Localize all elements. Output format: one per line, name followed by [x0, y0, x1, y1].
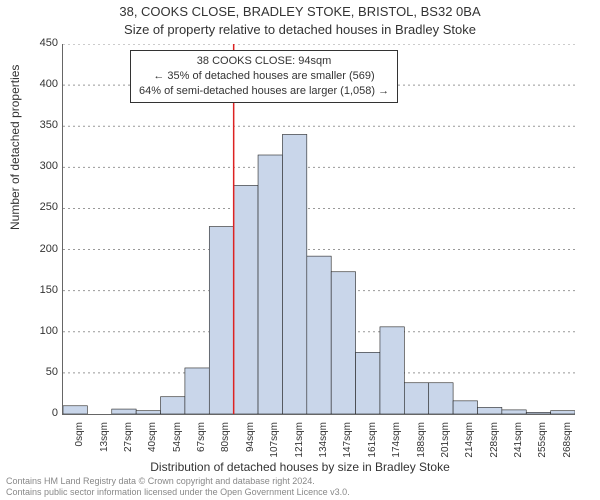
histogram-bar — [331, 272, 355, 414]
annotation-line2: ← 35% of detached houses are smaller (56… — [139, 69, 389, 84]
histogram-bar — [380, 327, 404, 414]
x-tick-label: 147sqm — [342, 422, 353, 462]
x-tick-label: 121sqm — [294, 422, 305, 462]
x-tick-label: 255sqm — [537, 422, 548, 462]
x-tick-label: 134sqm — [318, 422, 329, 462]
x-tick-label: 13sqm — [99, 422, 110, 462]
histogram-bar — [258, 155, 282, 414]
histogram-bar — [234, 185, 258, 414]
x-tick-label: 268sqm — [562, 422, 573, 462]
y-tick-label: 300 — [18, 160, 58, 172]
histogram-bar — [307, 256, 331, 414]
x-tick-label: 67sqm — [196, 422, 207, 462]
x-tick-label: 54sqm — [172, 422, 183, 462]
y-tick-label: 0 — [18, 407, 58, 419]
x-tick-label: 161sqm — [367, 422, 378, 462]
histogram-bar — [551, 411, 575, 414]
x-tick-label: 241sqm — [513, 422, 524, 462]
chart-container: 38, COOKS CLOSE, BRADLEY STOKE, BRISTOL,… — [0, 0, 600, 500]
footer-line2: Contains public sector information licen… — [6, 487, 350, 498]
x-tick-label: 94sqm — [245, 422, 256, 462]
x-tick-label: 27sqm — [123, 422, 134, 462]
footer-credits: Contains HM Land Registry data © Crown c… — [6, 476, 350, 498]
annotation-line3: 64% of semi-detached houses are larger (… — [139, 84, 389, 99]
footer-line1: Contains HM Land Registry data © Crown c… — [6, 476, 350, 487]
x-tick-label: 174sqm — [391, 422, 402, 462]
y-tick-label: 350 — [18, 119, 58, 131]
histogram-bar — [526, 412, 550, 414]
x-tick-label: 40sqm — [147, 422, 158, 462]
chart-title-line2: Size of property relative to detached ho… — [0, 22, 600, 37]
x-tick-label: 214sqm — [464, 422, 475, 462]
annotation-box: 38 COOKS CLOSE: 94sqm ← 35% of detached … — [130, 50, 398, 103]
x-tick-label: 0sqm — [74, 422, 85, 462]
histogram-bar — [404, 383, 428, 414]
histogram-bar — [112, 409, 136, 414]
annotation-line1: 38 COOKS CLOSE: 94sqm — [139, 54, 389, 69]
y-tick-label: 450 — [18, 37, 58, 49]
histogram-bar — [356, 352, 380, 414]
histogram-bar — [453, 401, 477, 414]
chart-title-line1: 38, COOKS CLOSE, BRADLEY STOKE, BRISTOL,… — [0, 4, 600, 19]
histogram-bar — [209, 227, 233, 414]
y-tick-label: 200 — [18, 243, 58, 255]
x-tick-label: 80sqm — [220, 422, 231, 462]
histogram-bar — [136, 411, 160, 414]
y-tick-label: 400 — [18, 78, 58, 90]
x-tick-label: 107sqm — [269, 422, 280, 462]
x-tick-label: 188sqm — [416, 422, 427, 462]
y-tick-label: 250 — [18, 201, 58, 213]
histogram-bar — [502, 410, 526, 414]
histogram-bar — [477, 407, 501, 414]
x-axis-label: Distribution of detached houses by size … — [0, 460, 600, 474]
y-tick-label: 150 — [18, 284, 58, 296]
y-tick-label: 100 — [18, 325, 58, 337]
histogram-bar — [429, 383, 453, 414]
x-tick-label: 201sqm — [440, 422, 451, 462]
histogram-bar — [185, 368, 209, 414]
histogram-bar — [282, 134, 306, 414]
histogram-bar — [63, 406, 87, 414]
y-tick-label: 50 — [18, 366, 58, 378]
histogram-bar — [161, 397, 185, 414]
x-tick-label: 228sqm — [489, 422, 500, 462]
